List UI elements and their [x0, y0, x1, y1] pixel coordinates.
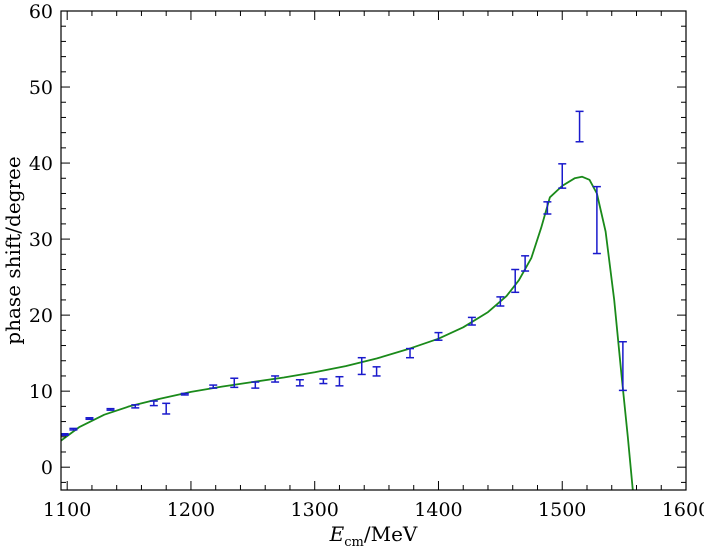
data-point: [575, 110, 584, 143]
data-point: [434, 331, 443, 341]
data-point: [251, 381, 260, 389]
y-tick-label: 40: [29, 153, 53, 175]
x-tick-label: 1400: [414, 499, 462, 521]
data-point: [543, 201, 552, 215]
y-tick-label: 10: [29, 381, 53, 403]
data-point: [162, 402, 171, 415]
data-point: [335, 375, 344, 387]
data-point: [69, 427, 78, 431]
axis-ticks: [61, 10, 687, 490]
data-point: [357, 356, 366, 376]
y-axis-label: phase shift/degree: [1, 156, 25, 344]
data-point: [271, 375, 280, 383]
y-tick-label: 60: [29, 1, 53, 23]
data-point: [496, 296, 505, 307]
data-point: [319, 378, 328, 385]
data-point: [592, 185, 601, 255]
fit-curve: [61, 175, 634, 490]
data-point: [521, 255, 530, 272]
plot-frame: [60, 10, 687, 491]
y-tick-label: 0: [41, 457, 53, 479]
x-tick-label: 1200: [167, 499, 215, 521]
data-point: [558, 163, 567, 189]
y-tick-label: 50: [29, 77, 53, 99]
data-point: [372, 366, 381, 377]
x-tick-label: 1100: [43, 499, 91, 521]
x-tick-label: 1300: [291, 499, 339, 521]
y-tick-label: 30: [29, 229, 53, 251]
data-point: [209, 384, 218, 389]
data-point: [149, 400, 158, 407]
data-point: [106, 407, 115, 411]
x-axis-label-sub: cm: [344, 535, 364, 549]
y-tick-label: 20: [29, 305, 53, 327]
data-point: [131, 404, 140, 409]
data-point: [61, 432, 69, 437]
data-point: [406, 347, 415, 359]
x-axis-label-main: E: [329, 522, 345, 546]
data-point: [180, 392, 189, 396]
data-point: [295, 379, 304, 387]
x-axis-label-unit: /MeV: [364, 522, 418, 546]
data-point: [230, 377, 239, 389]
data-point: [467, 316, 476, 326]
data-point: [618, 340, 627, 392]
x-axis-label: Ecm/MeV: [329, 522, 418, 549]
plot-area: [61, 110, 634, 490]
data-point: [511, 268, 520, 294]
data-point: [85, 417, 94, 421]
x-tick-label: 1500: [538, 499, 586, 521]
